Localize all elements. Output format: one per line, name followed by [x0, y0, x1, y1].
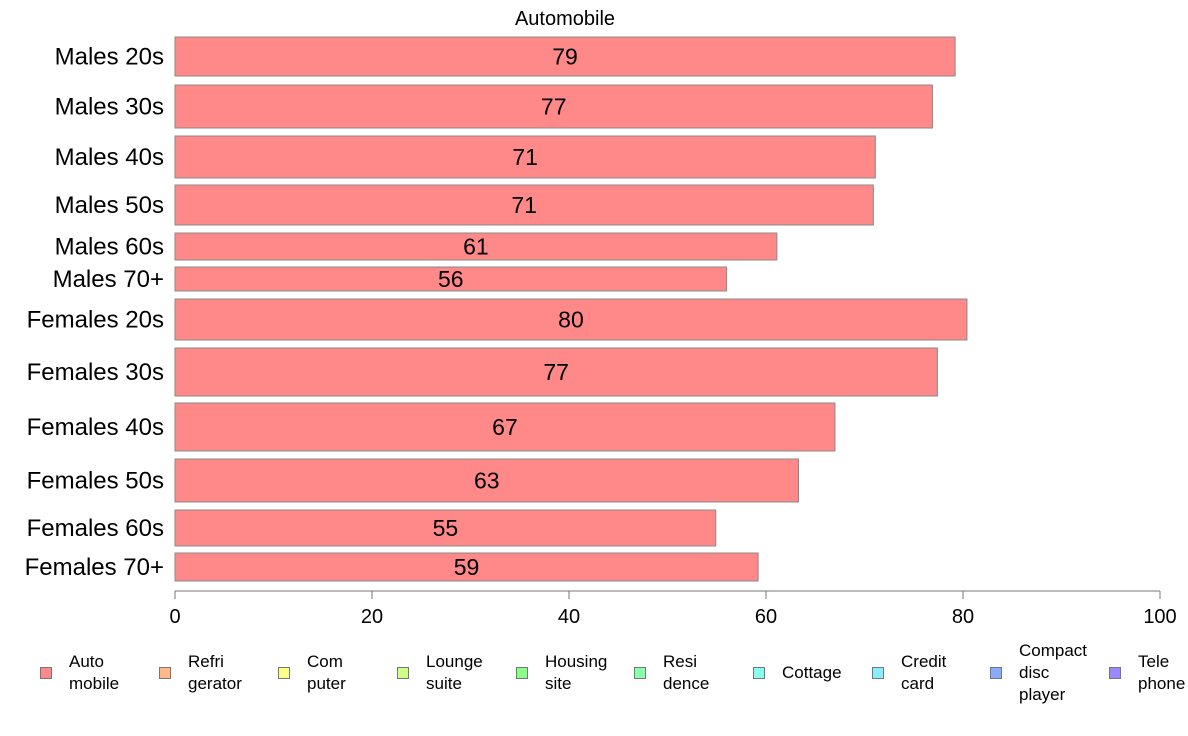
legend-swatch [634, 667, 646, 679]
legend-label: Cottage [782, 663, 842, 682]
legend-swatch [278, 667, 290, 679]
y-tick-label: Females 50s [27, 468, 164, 495]
legend-label: Tele phone [1138, 652, 1186, 693]
bar-value-label: 61 [463, 234, 489, 260]
bar [174, 266, 728, 292]
legend-swatch [159, 667, 171, 679]
y-tick-label: Females 40s [27, 414, 164, 441]
y-tick-label: Females 60s [27, 515, 164, 542]
x-tick-label: 80 [952, 606, 974, 628]
bar-value-label: 80 [558, 307, 584, 333]
bar [174, 509, 717, 547]
y-tick-label: Males 20s [55, 44, 164, 71]
bar-value-label: 55 [433, 515, 459, 541]
y-tick-label: Females 20s [27, 307, 164, 334]
legend-label: Resi dence [663, 652, 710, 693]
x-tick-label: 20 [361, 606, 383, 628]
bar [174, 184, 874, 226]
legend-swatch [516, 667, 528, 679]
x-tick-label: 40 [558, 606, 580, 628]
x-axis: 0 20 40 60 80 100 [169, 590, 1177, 628]
bar-value-label: 71 [511, 192, 537, 218]
legend-swatch [872, 667, 884, 679]
bar-value-label: 67 [492, 414, 518, 440]
bar [174, 36, 956, 77]
legend-swatch [753, 667, 765, 679]
bar-value-label: 56 [438, 266, 464, 292]
x-tick-label: 60 [755, 606, 777, 628]
y-tick-label: Females 30s [27, 359, 164, 386]
y-tick-label: Females 70+ [25, 554, 164, 581]
bar [174, 135, 876, 179]
y-tick-label: Males 30s [55, 94, 164, 121]
y-tick-label: Males 70+ [53, 266, 164, 293]
legend-swatch [40, 667, 52, 679]
bar [174, 458, 800, 503]
legend-swatch [1109, 667, 1121, 679]
bar-value-label: 77 [541, 94, 567, 120]
bar [174, 84, 933, 129]
bar [174, 552, 759, 582]
legend-label: Lounge suite [426, 652, 483, 693]
bar [174, 232, 778, 261]
y-tick-label: Males 60s [55, 234, 164, 261]
legend-swatch [397, 667, 409, 679]
bar [174, 298, 968, 341]
bar-value-label: 63 [474, 468, 500, 494]
legend-label: Refri gerator [188, 652, 242, 693]
y-axis-labels: Males 20s Males 30s Males 40s Males 50s Male… [25, 44, 164, 582]
bar-value-label: 59 [454, 554, 480, 580]
bar [174, 347, 938, 397]
legend-label: Credit card [901, 652, 947, 693]
legend-label: Compact disc player [1019, 641, 1088, 704]
y-tick-label: Males 50s [55, 192, 164, 219]
legend-swatch [990, 667, 1002, 679]
legend-label: Auto mobile [69, 652, 120, 693]
y-tick-label: Males 40s [55, 144, 164, 171]
legend-label: Com puter [307, 652, 346, 693]
bar [174, 402, 836, 452]
chart-title: Automobile [515, 8, 615, 30]
bar-value-label: 79 [552, 44, 578, 70]
bar-value-label: 71 [512, 144, 538, 170]
legend-label: Housing site [545, 652, 608, 693]
x-tick-label: 0 [169, 606, 180, 628]
bar-value-label: 77 [543, 359, 569, 385]
x-tick-label: 100 [1143, 606, 1176, 628]
